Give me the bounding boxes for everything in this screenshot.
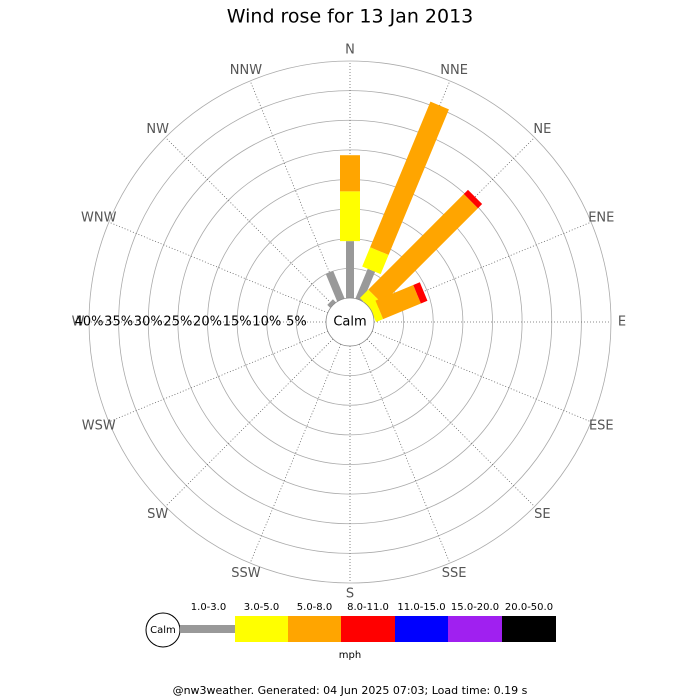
bar-segment: [370, 101, 449, 255]
spoke: [249, 344, 342, 564]
footer: @nw3weather. Generated: 04 Jun 2025 07:0…: [173, 684, 528, 697]
grid-ring: [88, 60, 612, 584]
r-tick-label: 10%: [252, 315, 281, 330]
legend-unit: mph: [339, 650, 361, 661]
direction-label: NW: [146, 122, 169, 137]
bar-segment: [325, 270, 345, 302]
direction-label: S: [346, 587, 354, 602]
legend-label: 20.0-50.0: [505, 602, 553, 613]
r-tick-label: 15%: [223, 315, 252, 330]
legend-label: 8.0-11.0: [347, 602, 389, 613]
r-tick-label: 20%: [193, 315, 222, 330]
direction-label: SE: [534, 507, 550, 522]
direction-label: SSE: [442, 566, 467, 581]
r-tick-label: 40%: [75, 315, 104, 330]
spoke: [358, 344, 451, 564]
bar-segment: [362, 247, 389, 275]
bar-segment: [355, 268, 376, 302]
r-tick-label: 25%: [163, 315, 192, 330]
direction-label: ESE: [589, 419, 614, 434]
bar-segment: [346, 241, 354, 298]
legend-swatch: [502, 616, 556, 642]
legend-label: 3.0-5.0: [244, 602, 279, 613]
spoke: [366, 338, 535, 507]
legend-label: 5.0-8.0: [297, 602, 332, 613]
legend-label: 15.0-20.0: [451, 602, 499, 613]
direction-label: SSW: [231, 566, 261, 581]
legend-calm-label: Calm: [150, 625, 176, 636]
spoke: [372, 330, 592, 423]
bar-segment: [327, 299, 336, 308]
direction-label: NE: [533, 122, 551, 137]
r-tick-label: 35%: [104, 315, 133, 330]
legend-label: 11.0-15.0: [397, 602, 445, 613]
legend-swatch: [235, 616, 288, 642]
direction-label: SW: [147, 507, 168, 522]
spoke: [108, 330, 328, 423]
spoke: [249, 80, 342, 300]
legend-swatch: [341, 616, 395, 642]
direction-label: W: [72, 315, 85, 330]
legend-swatch: [448, 616, 502, 642]
bar-segment: [340, 191, 360, 242]
legend-label: 1.0-3.0: [191, 602, 226, 613]
bar-segment: [463, 189, 483, 209]
legend-swatch: [395, 616, 448, 642]
calm-label: Calm: [333, 315, 366, 330]
spoke: [108, 221, 328, 314]
direction-label: WNW: [81, 210, 117, 225]
spoke: [165, 338, 334, 507]
bar-segment: [375, 284, 421, 320]
bar-segment: [413, 282, 428, 304]
bar-segment: [368, 194, 478, 304]
calm-circle: [325, 297, 375, 347]
spoke: [165, 137, 334, 306]
direction-label: N: [345, 43, 355, 58]
bar-segment: [340, 155, 360, 192]
direction-label: NNE: [440, 63, 468, 78]
direction-label: ENE: [588, 210, 614, 225]
chart-title: Wind rose for 13 Jan 2013: [227, 6, 474, 28]
r-tick-label: 5%: [286, 315, 307, 330]
r-tick-label: 30%: [134, 315, 163, 330]
legend-swatch: [288, 616, 341, 642]
bar-segment: [368, 300, 384, 323]
direction-label: NNW: [230, 63, 262, 78]
direction-label: WSW: [82, 419, 116, 434]
direction-label: E: [618, 315, 626, 330]
grid-ring: [177, 149, 523, 495]
legend-swatch: [180, 625, 235, 633]
